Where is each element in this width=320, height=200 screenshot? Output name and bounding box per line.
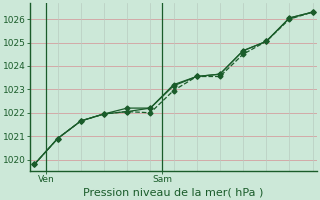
- X-axis label: Pression niveau de la mer( hPa ): Pression niveau de la mer( hPa ): [83, 187, 264, 197]
